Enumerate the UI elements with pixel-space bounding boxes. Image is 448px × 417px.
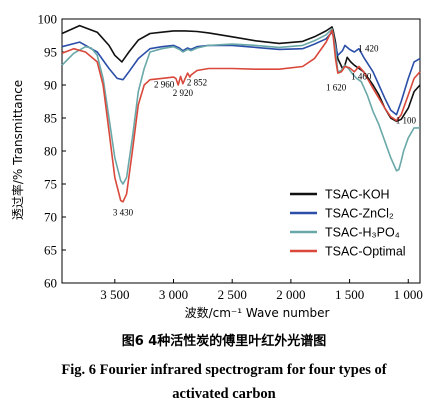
legend-label: TSAC-Optimal (325, 245, 406, 259)
series-line-3 (61, 29, 421, 203)
x-tick-label: 2 000 (276, 287, 305, 302)
x-tick-label: 3 000 (159, 287, 188, 302)
x-tick-label: 3 500 (100, 287, 129, 302)
peak-label: 1 420 (358, 43, 379, 53)
legend-label: TSAC-ZnCl₂ (325, 207, 394, 221)
y-axis-title: 透过率/% Transmittance (10, 80, 25, 220)
series-line-1 (61, 31, 421, 116)
legend-label: TSAC-H₃PO₄ (325, 226, 400, 240)
legend-label: TSAC-KOH (325, 188, 390, 202)
series-layer (61, 24, 421, 203)
peak-label: 2 960 (154, 80, 175, 90)
figure-caption-english-line2: activated carbon (172, 386, 276, 402)
figure-caption-english: Fig. 6 Fourier infrared spectrogram for … (0, 358, 448, 406)
x-axis: 3 500 3 000 2 500 2 000 1 500 1 000 (100, 279, 423, 302)
x-tick-label: 1 000 (394, 287, 423, 302)
plot-frame (61, 18, 421, 284)
ftir-chart: 60 65 70 75 80 85 90 95 100 3 500 3 000 2 500 2 000… (10, 12, 423, 321)
peak-label: 2 920 (173, 88, 194, 98)
x-tick-label: 1 500 (335, 287, 364, 302)
y-tick-label: 100 (38, 12, 58, 27)
peak-label: 2 852 (187, 78, 207, 88)
peak-label: 1 620 (326, 82, 347, 92)
y-tick-label: 65 (44, 243, 57, 258)
peak-label: 1 460 (351, 72, 372, 82)
y-tick-label: 60 (44, 276, 57, 291)
y-tick-label: 85 (44, 111, 57, 126)
x-tick-label: 2 500 (218, 287, 247, 302)
y-tick-label: 75 (44, 177, 57, 192)
peak-label: 1 100 (396, 115, 417, 125)
figure-caption-chinese: 图6 4种活性炭的傅里叶红外光谱图 (121, 334, 327, 349)
y-tick-label: 95 (44, 45, 57, 60)
y-tick-label: 90 (44, 78, 57, 93)
plot-border (61, 18, 421, 284)
legend: TSAC-KOH TSAC-ZnCl₂ TSAC-H₃PO₄ TSAC-Optimal (290, 188, 406, 259)
peak-label: 3 430 (113, 208, 134, 218)
figure-caption-english-line1: Fig. 6 Fourier infrared spectrogram for … (61, 362, 387, 378)
series-line-2 (61, 28, 420, 185)
y-tick-label: 70 (44, 210, 57, 225)
y-tick-label: 80 (44, 144, 57, 159)
y-axis: 60 65 70 75 80 85 90 95 100 (38, 12, 66, 291)
x-axis-title: 波数/cm⁻¹ Wave number (185, 305, 330, 320)
series-line-0 (61, 24, 421, 123)
